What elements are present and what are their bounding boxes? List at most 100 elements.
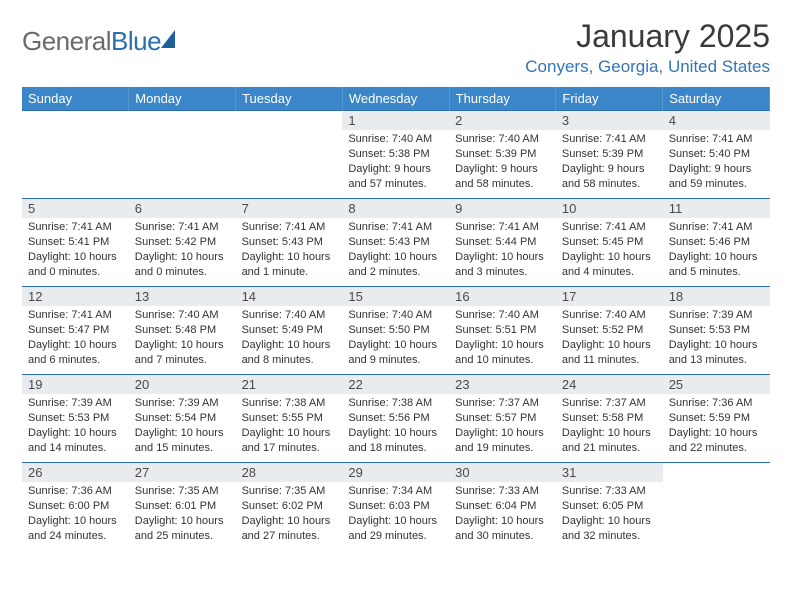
calendar-cell: 31Sunrise: 7:33 AMSunset: 6:05 PMDayligh…	[556, 463, 663, 551]
calendar-cell: 22Sunrise: 7:38 AMSunset: 5:56 PMDayligh…	[342, 375, 449, 463]
weekday-header-row: SundayMondayTuesdayWednesdayThursdayFrid…	[22, 87, 770, 111]
day-content: Sunrise: 7:41 AMSunset: 5:40 PMDaylight:…	[663, 130, 770, 197]
day-content: Sunrise: 7:40 AMSunset: 5:49 PMDaylight:…	[236, 306, 343, 373]
calendar-cell: 16Sunrise: 7:40 AMSunset: 5:51 PMDayligh…	[449, 287, 556, 375]
calendar-cell: 9Sunrise: 7:41 AMSunset: 5:44 PMDaylight…	[449, 199, 556, 287]
day-content: Sunrise: 7:41 AMSunset: 5:46 PMDaylight:…	[663, 218, 770, 285]
calendar-cell: 21Sunrise: 7:38 AMSunset: 5:55 PMDayligh…	[236, 375, 343, 463]
calendar-cell: 12Sunrise: 7:41 AMSunset: 5:47 PMDayligh…	[22, 287, 129, 375]
calendar-cell: 30Sunrise: 7:33 AMSunset: 6:04 PMDayligh…	[449, 463, 556, 551]
calendar-cell: 13Sunrise: 7:40 AMSunset: 5:48 PMDayligh…	[129, 287, 236, 375]
day-content: Sunrise: 7:41 AMSunset: 5:47 PMDaylight:…	[22, 306, 129, 373]
calendar-cell	[129, 111, 236, 199]
day-content: Sunrise: 7:39 AMSunset: 5:53 PMDaylight:…	[22, 394, 129, 461]
day-number: 30	[449, 463, 556, 482]
day-number: 4	[663, 111, 770, 130]
day-number: 18	[663, 287, 770, 306]
logo-triangle-icon	[161, 30, 175, 48]
calendar-cell	[663, 463, 770, 551]
calendar-cell	[22, 111, 129, 199]
day-content: Sunrise: 7:37 AMSunset: 5:57 PMDaylight:…	[449, 394, 556, 461]
weekday-header: Monday	[129, 87, 236, 111]
day-content: Sunrise: 7:33 AMSunset: 6:04 PMDaylight:…	[449, 482, 556, 549]
day-number: 24	[556, 375, 663, 394]
calendar-cell: 19Sunrise: 7:39 AMSunset: 5:53 PMDayligh…	[22, 375, 129, 463]
day-number: 1	[342, 111, 449, 130]
calendar-cell: 20Sunrise: 7:39 AMSunset: 5:54 PMDayligh…	[129, 375, 236, 463]
day-number: 19	[22, 375, 129, 394]
day-content: Sunrise: 7:40 AMSunset: 5:50 PMDaylight:…	[342, 306, 449, 373]
day-number: 21	[236, 375, 343, 394]
logo-text: GeneralBlue	[22, 26, 161, 57]
day-content: Sunrise: 7:41 AMSunset: 5:42 PMDaylight:…	[129, 218, 236, 285]
calendar-cell: 5Sunrise: 7:41 AMSunset: 5:41 PMDaylight…	[22, 199, 129, 287]
calendar-cell: 26Sunrise: 7:36 AMSunset: 6:00 PMDayligh…	[22, 463, 129, 551]
location-text: Conyers, Georgia, United States	[525, 57, 770, 77]
day-number: 25	[663, 375, 770, 394]
title-block: January 2025 Conyers, Georgia, United St…	[525, 18, 770, 77]
calendar-body: 1Sunrise: 7:40 AMSunset: 5:38 PMDaylight…	[22, 111, 770, 551]
day-number: 2	[449, 111, 556, 130]
weekday-header: Wednesday	[342, 87, 449, 111]
day-content: Sunrise: 7:34 AMSunset: 6:03 PMDaylight:…	[342, 482, 449, 549]
day-content: Sunrise: 7:38 AMSunset: 5:55 PMDaylight:…	[236, 394, 343, 461]
day-content: Sunrise: 7:41 AMSunset: 5:45 PMDaylight:…	[556, 218, 663, 285]
calendar-week-row: 12Sunrise: 7:41 AMSunset: 5:47 PMDayligh…	[22, 287, 770, 375]
calendar-cell: 10Sunrise: 7:41 AMSunset: 5:45 PMDayligh…	[556, 199, 663, 287]
day-number: 10	[556, 199, 663, 218]
day-number: 23	[449, 375, 556, 394]
calendar-cell: 23Sunrise: 7:37 AMSunset: 5:57 PMDayligh…	[449, 375, 556, 463]
calendar-cell: 29Sunrise: 7:34 AMSunset: 6:03 PMDayligh…	[342, 463, 449, 551]
calendar-week-row: 19Sunrise: 7:39 AMSunset: 5:53 PMDayligh…	[22, 375, 770, 463]
day-content: Sunrise: 7:41 AMSunset: 5:41 PMDaylight:…	[22, 218, 129, 285]
day-number: 12	[22, 287, 129, 306]
day-content: Sunrise: 7:36 AMSunset: 6:00 PMDaylight:…	[22, 482, 129, 549]
weekday-header: Tuesday	[236, 87, 343, 111]
day-number: 26	[22, 463, 129, 482]
day-content: Sunrise: 7:36 AMSunset: 5:59 PMDaylight:…	[663, 394, 770, 461]
calendar-cell: 1Sunrise: 7:40 AMSunset: 5:38 PMDaylight…	[342, 111, 449, 199]
weekday-header: Thursday	[449, 87, 556, 111]
day-number: 15	[342, 287, 449, 306]
logo-text-part1: General	[22, 26, 111, 56]
day-number: 3	[556, 111, 663, 130]
day-content: Sunrise: 7:41 AMSunset: 5:43 PMDaylight:…	[236, 218, 343, 285]
weekday-header: Saturday	[663, 87, 770, 111]
day-number: 29	[342, 463, 449, 482]
day-content: Sunrise: 7:40 AMSunset: 5:39 PMDaylight:…	[449, 130, 556, 197]
day-number: 6	[129, 199, 236, 218]
header: GeneralBlue January 2025 Conyers, Georgi…	[22, 18, 770, 77]
day-content: Sunrise: 7:40 AMSunset: 5:52 PMDaylight:…	[556, 306, 663, 373]
logo: GeneralBlue	[22, 26, 175, 57]
day-number: 13	[129, 287, 236, 306]
calendar-cell: 7Sunrise: 7:41 AMSunset: 5:43 PMDaylight…	[236, 199, 343, 287]
weekday-header: Friday	[556, 87, 663, 111]
day-content: Sunrise: 7:39 AMSunset: 5:54 PMDaylight:…	[129, 394, 236, 461]
calendar-cell: 2Sunrise: 7:40 AMSunset: 5:39 PMDaylight…	[449, 111, 556, 199]
calendar-cell: 11Sunrise: 7:41 AMSunset: 5:46 PMDayligh…	[663, 199, 770, 287]
logo-text-part2: Blue	[111, 26, 161, 56]
calendar-cell	[236, 111, 343, 199]
day-number: 5	[22, 199, 129, 218]
day-number: 22	[342, 375, 449, 394]
calendar-cell: 24Sunrise: 7:37 AMSunset: 5:58 PMDayligh…	[556, 375, 663, 463]
calendar-cell: 6Sunrise: 7:41 AMSunset: 5:42 PMDaylight…	[129, 199, 236, 287]
day-content: Sunrise: 7:33 AMSunset: 6:05 PMDaylight:…	[556, 482, 663, 549]
day-number: 31	[556, 463, 663, 482]
day-number: 8	[342, 199, 449, 218]
day-content: Sunrise: 7:40 AMSunset: 5:51 PMDaylight:…	[449, 306, 556, 373]
day-content: Sunrise: 7:41 AMSunset: 5:39 PMDaylight:…	[556, 130, 663, 197]
day-content: Sunrise: 7:41 AMSunset: 5:43 PMDaylight:…	[342, 218, 449, 285]
calendar-cell: 14Sunrise: 7:40 AMSunset: 5:49 PMDayligh…	[236, 287, 343, 375]
day-content: Sunrise: 7:40 AMSunset: 5:48 PMDaylight:…	[129, 306, 236, 373]
calendar-cell: 15Sunrise: 7:40 AMSunset: 5:50 PMDayligh…	[342, 287, 449, 375]
calendar-table: SundayMondayTuesdayWednesdayThursdayFrid…	[22, 87, 770, 551]
day-content: Sunrise: 7:40 AMSunset: 5:38 PMDaylight:…	[342, 130, 449, 197]
day-content: Sunrise: 7:35 AMSunset: 6:01 PMDaylight:…	[129, 482, 236, 549]
day-content: Sunrise: 7:39 AMSunset: 5:53 PMDaylight:…	[663, 306, 770, 373]
calendar-cell: 18Sunrise: 7:39 AMSunset: 5:53 PMDayligh…	[663, 287, 770, 375]
day-number: 20	[129, 375, 236, 394]
calendar-week-row: 5Sunrise: 7:41 AMSunset: 5:41 PMDaylight…	[22, 199, 770, 287]
day-number: 9	[449, 199, 556, 218]
day-content: Sunrise: 7:41 AMSunset: 5:44 PMDaylight:…	[449, 218, 556, 285]
